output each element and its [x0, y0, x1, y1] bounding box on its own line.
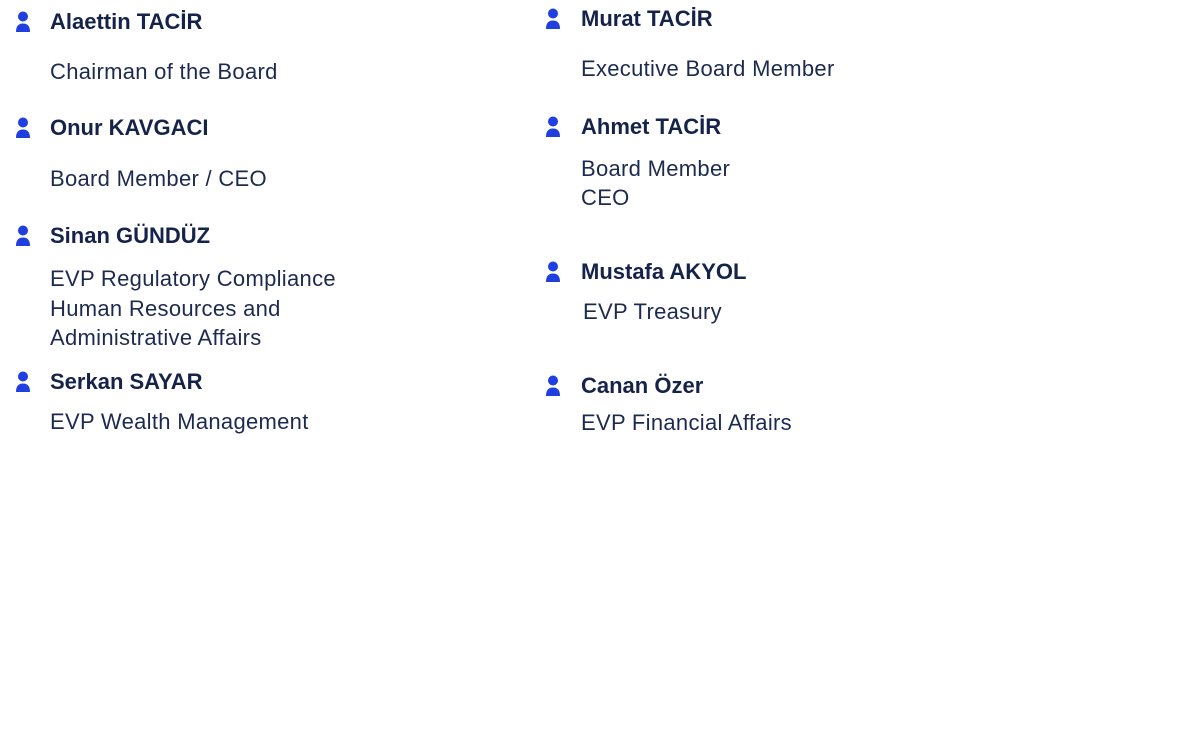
member-title: CEO [581, 185, 630, 210]
person-icon [15, 117, 31, 139]
member-name: Onur KAVGACI [50, 115, 209, 140]
person-icon [15, 371, 31, 393]
member-title: Chairman of the Board [50, 59, 278, 84]
member-name: Sinan GÜNDÜZ [50, 223, 211, 248]
member-name: Serkan SAYAR [50, 369, 203, 394]
member-title: EVP Treasury [583, 299, 722, 324]
member-title: Administrative Affairs [50, 325, 262, 350]
member-name: Ahmet TACİR [581, 114, 722, 139]
member-title: Board Member [581, 156, 731, 181]
member-title: Human Resources and [50, 296, 281, 321]
member-name: Murat TACİR [581, 6, 713, 31]
member-title: Board Member / CEO [50, 166, 267, 191]
member-name: Alaettin TACİR [50, 9, 203, 34]
member-name: Mustafa AKYOL [581, 259, 747, 284]
person-icon [545, 116, 561, 138]
member-title: EVP Regulatory Compliance [50, 266, 336, 291]
member-name: Canan Özer [581, 373, 704, 398]
person-icon [15, 11, 31, 33]
member-title: Executive Board Member [581, 56, 835, 81]
member-title: EVP Financial Affairs [581, 410, 792, 435]
person-icon [545, 375, 561, 397]
member-title: EVP Wealth Management [50, 409, 309, 434]
person-icon [15, 225, 31, 247]
person-icon [545, 8, 561, 30]
person-icon [545, 261, 561, 283]
